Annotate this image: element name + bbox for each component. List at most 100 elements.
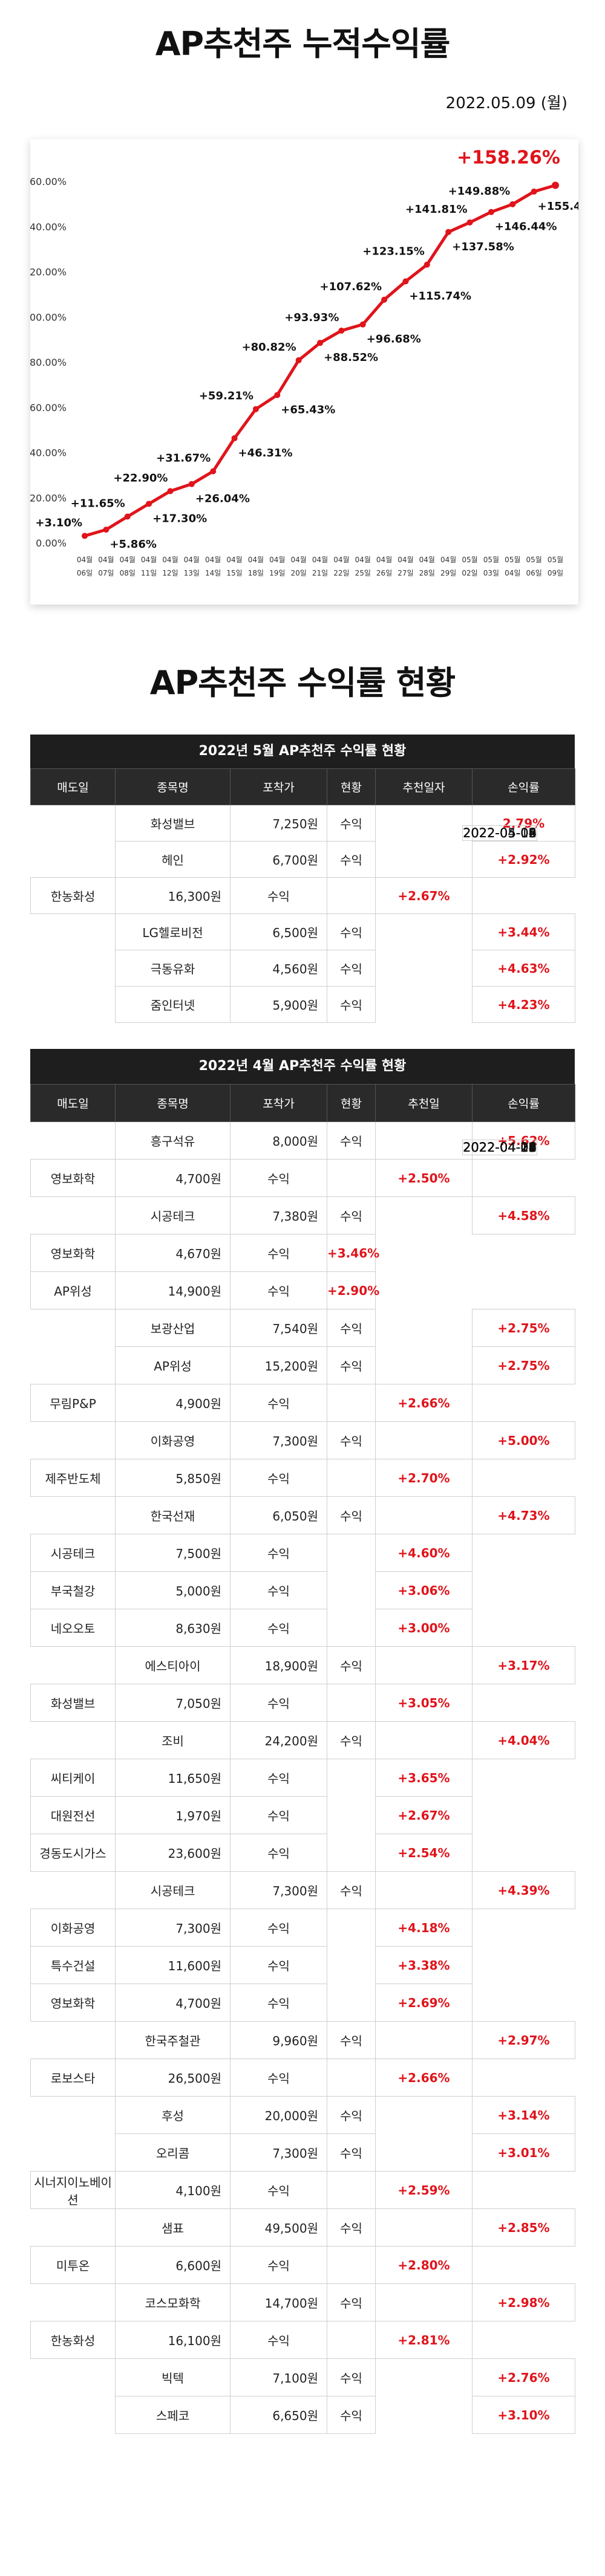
table-row: 2022-04-21 이화공영 7,300원 수익 2022-04-21 +5.00%	[31, 1140, 575, 1459]
stock-name: 네오오토	[30, 1609, 116, 1647]
y-tick-label: 100.00%	[30, 311, 67, 323]
table-row: 시너지이노베이션 4,100원 수익 2022-04-12 +2.59%	[30, 1140, 575, 2209]
catch-price: 9,960원	[230, 2021, 327, 2059]
x-tick-label: 05월	[483, 556, 499, 564]
catch-price: 16,100원	[115, 2321, 231, 2359]
data-label: +141.81%	[405, 203, 468, 216]
table-row: 한농화성 16,300원 수익 2022-05-04 +2.67%	[30, 825, 575, 914]
stock-name: 시너지이노베이션	[30, 2171, 116, 2209]
table-row: 2022-04-13 후성 20,000원 수익 2022-04-11 +3.14%	[31, 1140, 575, 2134]
return-rate: +4.39%	[472, 1871, 575, 1909]
x-tick-label: 04월	[355, 556, 371, 564]
status: 수익	[327, 1346, 376, 1384]
data-label: +5.86%	[110, 538, 157, 551]
table-row: 2022-04-26 시공테크 7,380원 수익 2022-04-26 +4.58%	[31, 1140, 575, 1234]
status: 수익	[230, 1234, 327, 1272]
data-point	[231, 435, 238, 441]
catch-price: 7,300원	[230, 1421, 327, 1459]
table-row: 로보스타 26,500원 수익 2022-04-05 +2.66%	[30, 1140, 575, 2097]
status: 수익	[327, 2208, 376, 2247]
data-point	[531, 188, 537, 195]
recommend-date: 2022-05-02	[462, 825, 537, 841]
catch-price: 5,000원	[115, 1571, 231, 1609]
column-header: 추천일	[375, 1084, 473, 1122]
stock-name: 한농화성	[30, 877, 116, 914]
status: 수익	[327, 1196, 376, 1234]
recommend-date: 2022-05-06	[462, 825, 537, 841]
x-tick-label: 06일	[77, 569, 93, 577]
x-tick-label: 04월	[312, 556, 328, 564]
catch-price: 7,300원	[230, 1871, 327, 1909]
catch-price: 1,970원	[115, 1796, 231, 1834]
data-point	[124, 513, 131, 520]
return-rate: +2.66%	[375, 1384, 473, 1422]
status: 수익	[327, 1421, 376, 1459]
status: 수익	[327, 805, 376, 842]
status: 수익	[327, 1121, 376, 1160]
data-label: +26.04%	[195, 493, 250, 505]
data-label: +59.21%	[199, 390, 253, 403]
column-header: 손익률	[472, 768, 575, 805]
stock-name: 스페코	[115, 2396, 231, 2434]
table-row: 2022-04-14 한국주철관 9,960원 수익 2022-04-08 +2.97%	[31, 1140, 575, 2059]
x-tick-label: 04월	[120, 556, 136, 564]
stock-name: 시공테크	[115, 1196, 231, 1234]
x-tick-label: 04월	[205, 556, 221, 564]
status: 수익	[327, 841, 376, 878]
data-point	[488, 209, 494, 215]
catch-price: 7,250원	[230, 805, 327, 842]
data-point	[317, 340, 323, 346]
stock-name: 후성	[115, 2096, 231, 2134]
column-header: 추천일자	[375, 768, 473, 805]
return-rate: +4.23%	[472, 986, 575, 1023]
status: 수익	[327, 1646, 376, 1684]
catch-price: 49,500원	[230, 2208, 327, 2247]
return-rate: +2.80%	[375, 2246, 473, 2284]
return-rate: +2.69%	[375, 1984, 473, 2022]
status: 수익	[230, 1946, 327, 1984]
table-row: 시공테크 7,500원 수익 2022-04-19 +4.60%	[30, 1140, 575, 1572]
return-rate: +2.90%	[327, 1271, 379, 1309]
status: 수익	[327, 2283, 376, 2321]
table-row: 2022-04-06 스페코 6,650원 수익 2022-04-04 +3.10%	[31, 1140, 575, 2434]
data-label: +93.93%	[284, 311, 339, 324]
stock-name: 화성밸브	[30, 1684, 116, 1722]
return-rate: +4.63%	[472, 950, 575, 987]
data-label: +17.30%	[152, 512, 207, 525]
data-point	[445, 229, 452, 235]
catch-price: 11,650원	[115, 1759, 231, 1797]
table-row: 이화공영 7,300원 수익 2022-04-14 +4.18%	[30, 1140, 575, 1947]
status: 수익	[327, 2396, 376, 2434]
x-tick-label: 26일	[376, 569, 392, 577]
x-tick-label: 04월	[248, 556, 264, 564]
status: 수익	[327, 913, 376, 950]
return-rate: +3.17%	[472, 1646, 575, 1684]
column-header: 포착가	[230, 768, 327, 805]
status: 수익	[230, 1459, 327, 1497]
status: 수익	[327, 2358, 376, 2396]
status: 수익	[230, 1984, 327, 2022]
stock-name: 영보화학	[30, 1984, 116, 2022]
stock-name: LG헬로비전	[115, 913, 231, 950]
y-tick-label: 20.00%	[30, 492, 67, 504]
x-tick-label: 15일	[226, 569, 242, 577]
column-header: 현황	[327, 1084, 376, 1122]
return-rate: +3.10%	[472, 2396, 575, 2434]
x-tick-label: 04월	[77, 556, 93, 564]
stock-name: 줌인터넷	[115, 986, 231, 1023]
data-label: +146.44%	[495, 221, 557, 233]
x-tick-label: 04월	[440, 556, 456, 564]
y-tick-label: 40.00%	[30, 447, 67, 459]
stock-name: 시공테크	[30, 1534, 116, 1572]
status: 수익	[230, 877, 327, 914]
table-row: 2022-04-22 AP위성 15,200원 수익 2022-04-05 +2.75%	[31, 1140, 575, 1384]
data-label: +11.65%	[71, 497, 125, 510]
chart-svg: 0.00% 20.00% 40.00% 60.00% 80.00% 100.00% 120.…	[30, 148, 578, 577]
column-header: 종목명	[115, 768, 231, 805]
stock-name: 한국선재	[115, 1496, 231, 1534]
stock-name: 헤인	[115, 841, 231, 878]
stock-name: 한농화성	[30, 2321, 116, 2359]
stock-name: 샘표	[115, 2208, 231, 2247]
x-tick-label: 12일	[162, 569, 178, 577]
status: 수익	[230, 2321, 327, 2359]
